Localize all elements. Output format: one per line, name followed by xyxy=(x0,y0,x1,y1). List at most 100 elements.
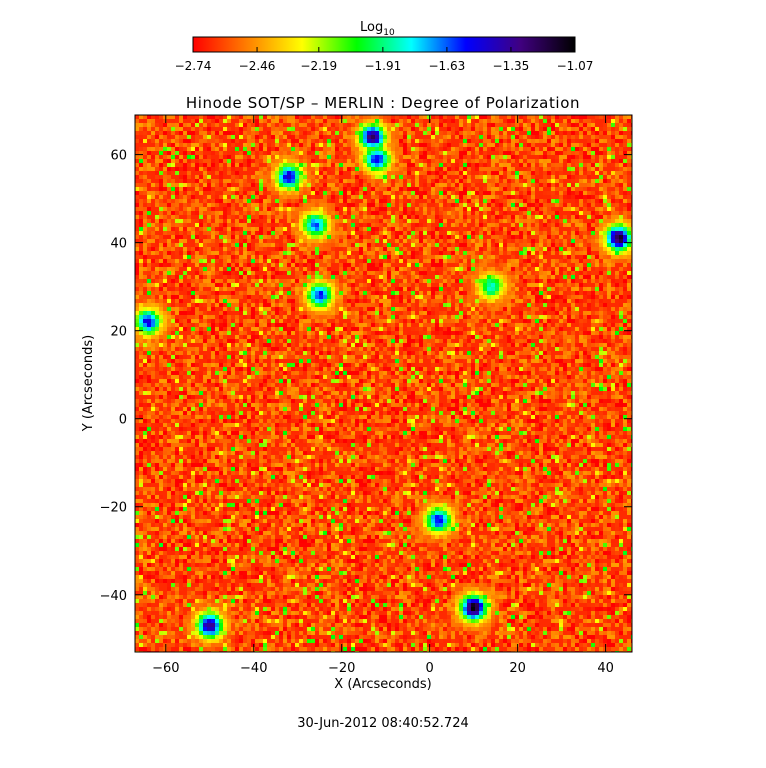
heatmap-cell xyxy=(259,279,263,283)
heatmap-cell xyxy=(287,279,291,283)
heatmap-cell xyxy=(407,183,411,187)
heatmap-cell xyxy=(567,139,571,143)
heatmap-cell xyxy=(531,283,535,287)
heatmap-cell xyxy=(167,167,171,171)
heatmap-cell xyxy=(347,227,351,231)
heatmap-cell xyxy=(463,259,467,263)
heatmap-cell xyxy=(231,283,235,287)
heatmap-cell xyxy=(283,251,287,255)
heatmap-cell xyxy=(387,219,391,223)
heatmap-cell xyxy=(171,211,175,215)
heatmap-cell xyxy=(607,155,611,159)
heatmap-cell xyxy=(539,115,543,119)
heatmap-cell xyxy=(423,195,427,199)
heatmap-cell xyxy=(251,255,255,259)
heatmap-cell xyxy=(339,295,343,299)
heatmap-cell xyxy=(391,143,395,147)
heatmap-cell xyxy=(551,191,555,195)
heatmap-cell xyxy=(467,147,471,151)
heatmap-cell xyxy=(223,211,227,215)
heatmap-cell xyxy=(427,263,431,267)
heatmap-cell xyxy=(371,231,375,235)
heatmap-cell xyxy=(143,227,147,231)
heatmap-cell xyxy=(231,167,235,171)
heatmap-cell xyxy=(147,223,151,227)
heatmap-cell xyxy=(515,259,519,263)
heatmap-cell xyxy=(191,231,195,235)
heatmap-cell xyxy=(139,223,143,227)
heatmap-cell xyxy=(575,283,579,287)
heatmap-cell xyxy=(339,195,343,199)
heatmap-cell xyxy=(475,299,479,303)
heatmap-cell xyxy=(375,223,379,227)
heatmap-cell xyxy=(359,163,363,167)
heatmap-cell xyxy=(135,127,139,131)
heatmap-cell xyxy=(507,191,511,195)
heatmap-cell xyxy=(339,123,343,127)
heatmap-cell xyxy=(511,259,515,263)
heatmap-cell xyxy=(463,251,467,255)
heatmap-cell xyxy=(395,131,399,135)
heatmap-cell xyxy=(163,183,167,187)
heatmap-cell xyxy=(519,139,523,143)
heatmap-cell xyxy=(495,287,499,291)
heatmap-cell xyxy=(139,227,143,231)
heatmap-cell xyxy=(299,295,303,299)
heatmap-cell xyxy=(363,191,367,195)
heatmap-cell xyxy=(175,255,179,259)
heatmap-cell xyxy=(623,119,627,123)
heatmap-cell xyxy=(343,203,347,207)
heatmap-cell xyxy=(139,291,143,295)
heatmap-cell xyxy=(247,223,251,227)
heatmap-cell xyxy=(623,175,627,179)
heatmap-cell xyxy=(271,295,275,299)
heatmap-cell xyxy=(327,123,331,127)
heatmap-cell xyxy=(371,171,375,175)
heatmap-cell xyxy=(391,155,395,159)
heatmap-cell xyxy=(471,283,475,287)
heatmap-cell xyxy=(291,115,295,119)
heatmap-cell xyxy=(195,151,199,155)
heatmap-cell xyxy=(555,291,559,295)
heatmap-cell xyxy=(383,183,387,187)
heatmap-cell xyxy=(207,295,211,299)
heatmap-cell xyxy=(323,143,327,147)
chart-title: Hinode SOT/SP – MERLIN : Degree of Polar… xyxy=(186,94,580,112)
heatmap-cell xyxy=(387,143,391,147)
heatmap-cell xyxy=(275,291,279,295)
heatmap-cell xyxy=(139,219,143,223)
heatmap-cell xyxy=(627,191,631,195)
heatmap-cell xyxy=(335,271,339,275)
heatmap-cell xyxy=(251,291,255,295)
heatmap-cell xyxy=(315,279,319,283)
heatmap-cell xyxy=(291,279,295,283)
heatmap-cell xyxy=(559,239,563,243)
heatmap-cell xyxy=(479,279,483,283)
heatmap-cell xyxy=(351,159,355,163)
heatmap-cell xyxy=(223,283,227,287)
heatmap-cell xyxy=(627,139,631,143)
heatmap-cell xyxy=(199,215,203,219)
heatmap-cell xyxy=(603,279,607,283)
heatmap-cell xyxy=(223,143,227,147)
heatmap-cell xyxy=(599,227,603,231)
heatmap-cell xyxy=(343,243,347,247)
heatmap-cell xyxy=(403,123,407,127)
heatmap-cell xyxy=(595,227,599,231)
heatmap-cell xyxy=(367,147,371,151)
heatmap-cell xyxy=(247,179,251,183)
heatmap-cell xyxy=(587,135,591,139)
heatmap-cell xyxy=(599,199,603,203)
heatmap-cell xyxy=(403,231,407,235)
heatmap-cell xyxy=(255,119,259,123)
heatmap-cell xyxy=(323,295,327,299)
heatmap-cell xyxy=(299,279,303,283)
heatmap-cell xyxy=(519,147,523,151)
heatmap-cell xyxy=(295,155,299,159)
heatmap-cell xyxy=(211,147,215,151)
heatmap-cell xyxy=(495,135,499,139)
heatmap-cell xyxy=(143,183,147,187)
heatmap-cell xyxy=(179,279,183,283)
heatmap-cell xyxy=(531,167,535,171)
heatmap-cell xyxy=(243,283,247,287)
